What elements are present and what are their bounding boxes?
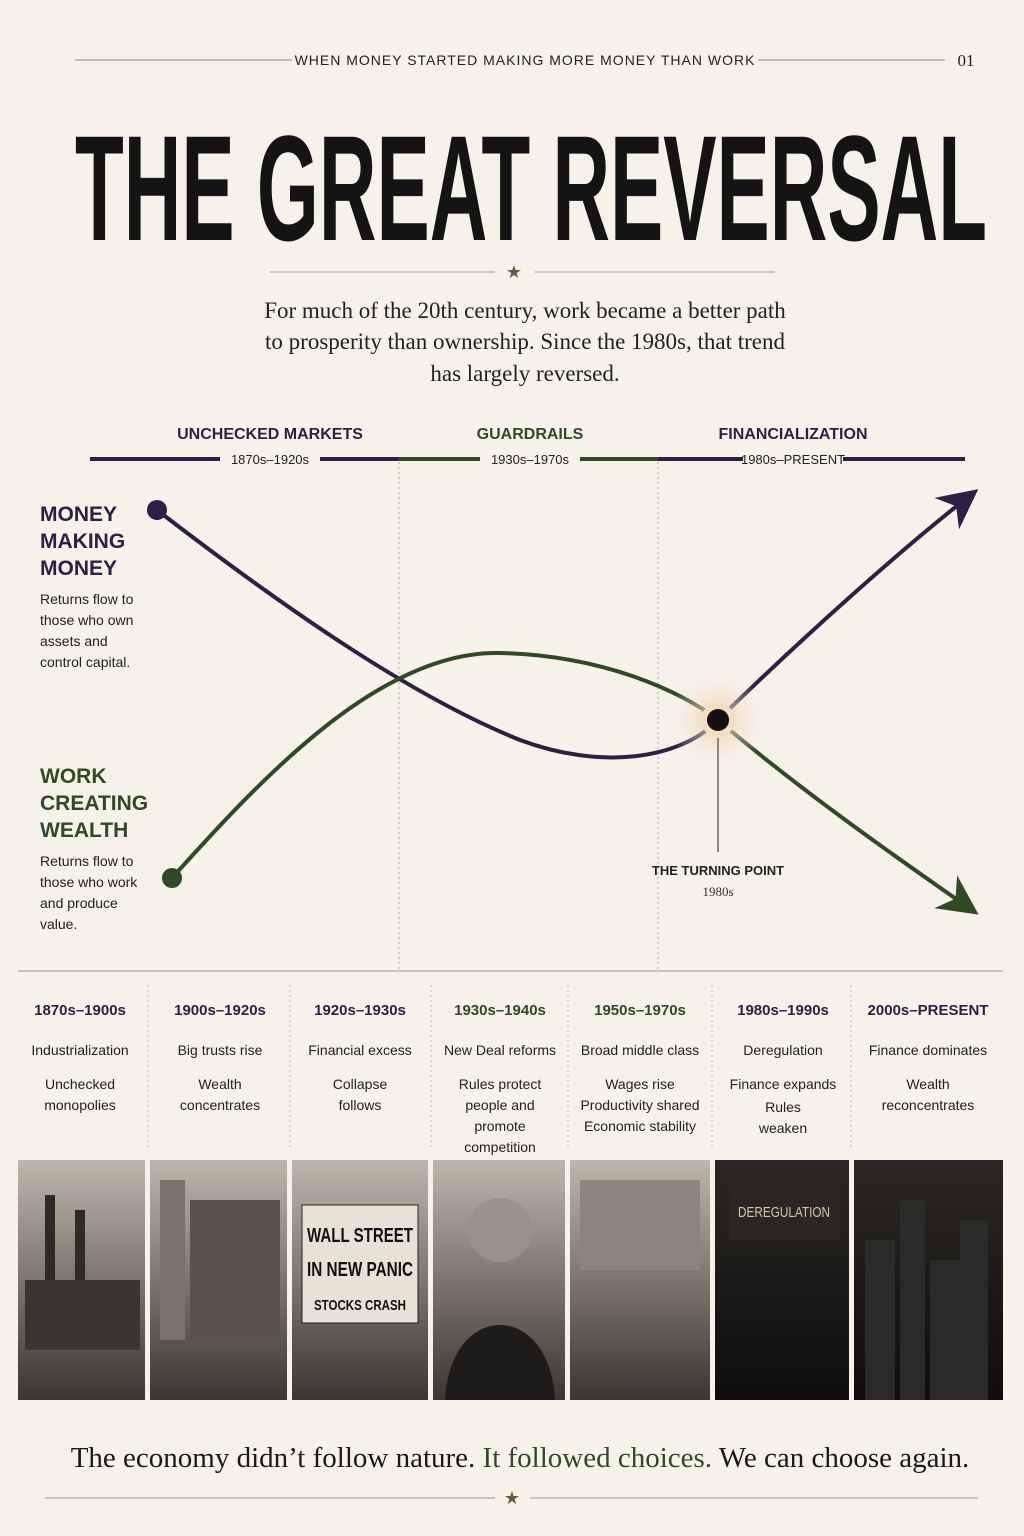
turning-label: THE TURNING POINT (652, 863, 784, 878)
era-name: UNCHECKED MARKETS (177, 426, 363, 443)
column-item: promote (474, 1118, 526, 1134)
chimney (75, 1210, 85, 1315)
line-label: CREATING (40, 792, 148, 815)
line-description: and produce (40, 895, 118, 911)
column-period: 2000s–PRESENT (868, 1002, 989, 1019)
column-item: weaken (758, 1120, 807, 1136)
column-period: 1980s–1990s (737, 1002, 829, 1019)
line-description: value. (40, 916, 77, 932)
line-description: Returns flow to (40, 591, 134, 607)
factory (25, 1280, 140, 1350)
column-item: Broad middle class (581, 1042, 699, 1058)
column-item: Rules protect (459, 1076, 542, 1092)
footer-part: We can choose again. (719, 1442, 970, 1474)
kicker: WHEN MONEY STARTED MAKING MORE MONEY THA… (295, 52, 756, 68)
chimney (45, 1195, 55, 1315)
line-label: MAKING (40, 530, 125, 553)
house (580, 1180, 700, 1270)
sign-text: WALL STREET (307, 1225, 413, 1247)
work-curve (170, 650, 979, 915)
column-item: Wealth (906, 1076, 949, 1092)
column-period: 1930s–1940s (454, 1002, 546, 1019)
column-item: concentrates (180, 1097, 260, 1113)
footer-part: The economy didn’t follow nature. (71, 1442, 476, 1474)
footer-part: It followed choices. (483, 1442, 713, 1474)
star: ★ (504, 1488, 520, 1508)
intro-line: For much of the 20th century, work becam… (264, 298, 786, 323)
line-description: those who work (40, 874, 138, 890)
line-label: WEALTH (40, 819, 128, 842)
line-description: assets and (40, 633, 108, 649)
column-period: 1950s–1970s (594, 1002, 686, 1019)
column-item: competition (464, 1139, 536, 1155)
line-description: control capital. (40, 654, 130, 670)
column-item: New Deal reforms (444, 1042, 556, 1058)
sign-board (301, 1204, 419, 1324)
line-label: MONEY (40, 557, 117, 580)
column-item: Deregulation (743, 1042, 822, 1058)
column-item: people and (465, 1097, 534, 1113)
line-description: Returns flow to (40, 853, 134, 869)
portrait-body (445, 1325, 555, 1400)
column-item: Unchecked (45, 1076, 115, 1092)
column-item: Finance dominates (869, 1042, 987, 1058)
column-item: Wages rise (605, 1076, 675, 1092)
era-period: 1980s–PRESENT (741, 452, 845, 467)
column-item: reconcentrates (882, 1097, 975, 1113)
portrait-head (468, 1198, 532, 1262)
page-number: 01 (958, 51, 975, 70)
column-period: 1900s–1920s (174, 1002, 266, 1019)
skyscraper (930, 1260, 960, 1400)
star: ★ (506, 262, 522, 282)
curve-start (162, 868, 182, 888)
column-item: Productivity shared (580, 1097, 699, 1113)
intro-line: to prosperity than ownership. Since the … (265, 329, 785, 354)
line-label: MONEY (40, 503, 117, 526)
era-period: 1870s–1920s (231, 452, 310, 467)
sign-text: IN NEW PANIC (307, 1259, 413, 1281)
column-item: Industrialization (31, 1042, 128, 1058)
skyscraper (900, 1200, 925, 1400)
line-labels: MONEY MAKING MONEY Returns flow to those who… (40, 503, 148, 932)
sign-text: STOCKS CRASH (314, 1297, 406, 1314)
column-item: Wealth (198, 1076, 241, 1092)
line-description: those who own (40, 612, 133, 628)
turning-period: 1980s (702, 884, 733, 899)
line-label: WORK (40, 765, 107, 788)
column-item: Collapse (333, 1076, 388, 1092)
column-item: Economic stability (584, 1118, 696, 1134)
turning-point (707, 709, 729, 731)
eras: UNCHECKED MARKETS 1870s–1920s GUARDRAILS 19… (90, 426, 965, 467)
era-name: FINANCIALIZATION (718, 426, 867, 443)
column-item: follows (339, 1097, 382, 1113)
title: THE GREAT REVERSAL (75, 104, 987, 272)
intro-line: has largely reversed. (430, 361, 619, 386)
era-period: 1930s–1970s (491, 452, 570, 467)
column-item: Rules (765, 1099, 801, 1115)
timeline: 1870s–1900s Industrialization Unchecked mon… (18, 985, 1003, 1400)
column-period: 1920s–1930s (314, 1002, 406, 1019)
sign-panel (730, 1180, 840, 1240)
sign-text: DEREGULATION (738, 1204, 830, 1221)
column-item: monopolies (44, 1097, 116, 1113)
column-item: Financial excess (308, 1042, 412, 1058)
curve-start (147, 500, 167, 520)
tower (160, 1180, 185, 1340)
skyscraper (865, 1240, 895, 1400)
column-item: Finance expands (730, 1076, 837, 1092)
footer: The economy didn’t follow nature. It fol… (71, 1442, 970, 1474)
building (190, 1200, 280, 1340)
skyscraper (960, 1220, 988, 1400)
money-curve (155, 489, 979, 760)
era-name: GUARDRAILS (477, 426, 584, 443)
column-period: 1870s–1900s (34, 1002, 126, 1019)
column-item: Big trusts rise (178, 1042, 263, 1058)
